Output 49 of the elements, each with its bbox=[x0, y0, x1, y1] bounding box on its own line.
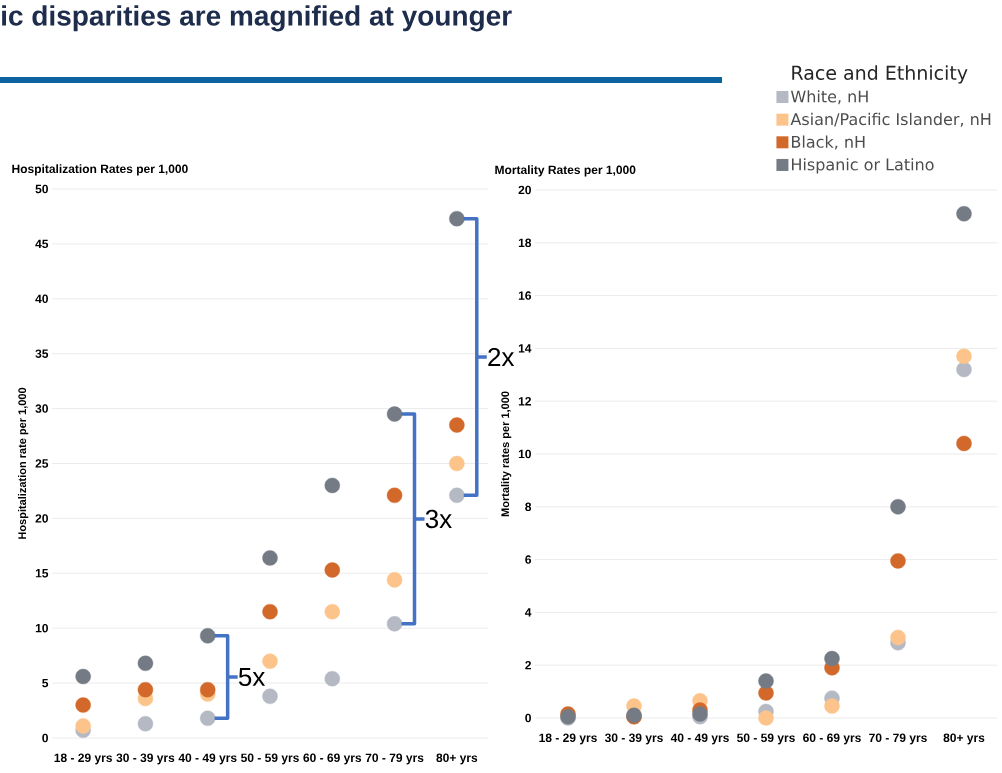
x-tick-label: 18 - 29 yrs bbox=[539, 733, 597, 745]
text: ic disparities are magnified at younger bbox=[2, 5, 512, 32]
chart-title: Mortality Rates per 1,000 bbox=[495, 165, 636, 177]
y-tick-label: 35 bbox=[35, 349, 49, 358]
y-tick-label: 18 bbox=[518, 238, 532, 248]
legend-title: Race and Ethnicity bbox=[792, 65, 968, 84]
y-tick-label: 4 bbox=[524, 608, 532, 617]
legend-label: Black, nH bbox=[792, 135, 865, 150]
y-tick-label: 30 bbox=[35, 404, 48, 413]
annotation: 5x bbox=[238, 667, 266, 687]
x-tick-label: 30 - 39 yrs bbox=[116, 753, 175, 765]
annotation: 3x bbox=[425, 509, 452, 529]
legend-label: Hispanic or Latino bbox=[792, 158, 934, 174]
legend-label: Asian/Pacific Islander, nH bbox=[790, 112, 991, 127]
x-tick-label: 60 - 69 yrs bbox=[803, 733, 861, 745]
y-tick-label: 0 bbox=[525, 713, 531, 723]
y-tick-label: 50 bbox=[35, 184, 48, 194]
x-tick-label: 40 - 49 yrs bbox=[178, 753, 237, 765]
y-tick-label: 0 bbox=[42, 733, 48, 743]
y-axis-title: Mortality rates per 1,000 bbox=[501, 391, 512, 517]
legend-label: White, nH bbox=[790, 90, 868, 105]
y-tick-label: 2 bbox=[525, 661, 531, 670]
chart-title: Hospitalization Rates per 1,000 bbox=[12, 164, 188, 176]
x-tick-label: 80+ yrs bbox=[943, 733, 985, 745]
y-tick-label: 5 bbox=[42, 678, 49, 688]
y-tick-label: 12 bbox=[518, 397, 531, 406]
y-tick-label: 15 bbox=[35, 569, 49, 578]
y-tick-label: 14 bbox=[518, 344, 532, 353]
x-tick-label: 70 - 79 yrs bbox=[869, 733, 927, 745]
x-tick-label: 50 - 59 yrs bbox=[737, 733, 795, 745]
x-tick-label: 80+ yrs bbox=[436, 753, 478, 765]
y-tick-label: 20 bbox=[518, 185, 531, 195]
x-tick-label: 30 - 39 yrs bbox=[604, 733, 663, 745]
x-tick-label: 18 - 29 yrs bbox=[54, 753, 112, 765]
x-tick-label: 70 - 79 yrs bbox=[365, 753, 424, 765]
y-tick-label: 10 bbox=[518, 449, 531, 459]
y-tick-label: 6 bbox=[525, 555, 532, 564]
y-tick-label: 40 bbox=[35, 294, 48, 304]
y-tick-label: 16 bbox=[518, 291, 532, 300]
x-tick-label: 50 - 59 yrs bbox=[241, 753, 299, 765]
y-tick-label: 25 bbox=[35, 459, 49, 468]
x-tick-label: 40 - 49 yrs bbox=[670, 733, 729, 745]
annotation: 2x bbox=[488, 347, 515, 367]
y-tick-label: 8 bbox=[525, 502, 532, 512]
y-tick-label: 20 bbox=[35, 514, 48, 523]
y-tick-label: 45 bbox=[35, 239, 49, 249]
y-tick-label: 10 bbox=[35, 623, 48, 633]
y-axis-title: Hospitalization rate per 1,000 bbox=[18, 387, 29, 539]
x-tick-label: 60 - 69 yrs bbox=[303, 753, 362, 765]
